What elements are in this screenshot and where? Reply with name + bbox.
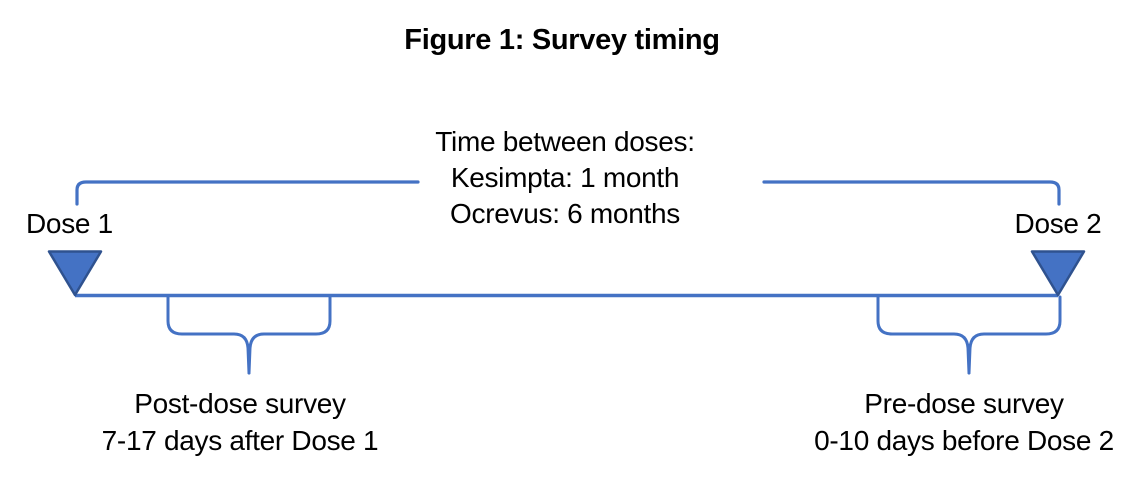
pre-dose-survey-name: Pre-dose survey xyxy=(864,388,1064,419)
between-doses-bracket-right-icon xyxy=(762,180,1061,206)
dose2-label: Dose 2 xyxy=(1014,208,1102,239)
pre-dose-survey-timing: 0-10 days before Dose 2 xyxy=(814,425,1114,456)
between-doses-bracket-left-icon xyxy=(75,180,420,206)
post-dose-brace-icon xyxy=(166,295,251,375)
post-dose-brace-icon xyxy=(247,295,332,375)
ocrevus-interval: Ocrevus: 6 months xyxy=(450,198,680,229)
between-doses-heading: Time between doses: xyxy=(435,126,695,157)
between-doses-text: Time between doses: Kesimpta: 1 month Oc… xyxy=(423,124,707,232)
post-dose-survey-text: Post-dose survey 7-17 days after Dose 1 xyxy=(102,385,379,459)
post-dose-survey-timing: 7-17 days after Dose 1 xyxy=(101,425,379,456)
figure-title: Figure 1: Survey timing xyxy=(404,24,720,56)
dose2-marker-icon xyxy=(1030,250,1086,297)
pre-dose-brace-icon xyxy=(967,295,1062,375)
pre-dose-survey-text: Pre-dose survey 0-10 days before Dose 2 xyxy=(814,385,1114,459)
pre-dose-brace-icon xyxy=(876,295,971,375)
dose1-label: Dose 1 xyxy=(26,208,113,239)
kesimpta-interval: Kesimpta: 1 month xyxy=(450,162,680,193)
post-dose-survey-name: Post-dose survey xyxy=(134,388,346,419)
dose1-marker-icon xyxy=(47,250,103,297)
